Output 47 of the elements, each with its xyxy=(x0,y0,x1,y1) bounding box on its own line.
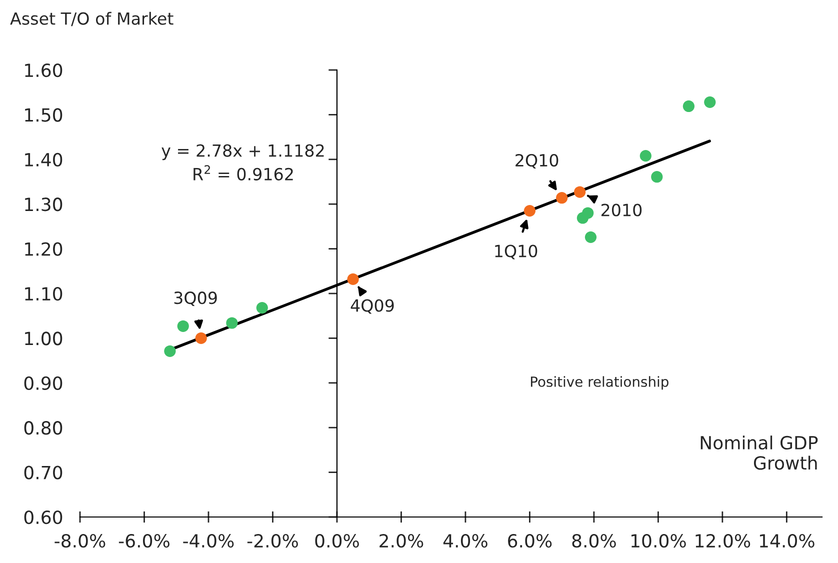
y-tick-label: 1.50 xyxy=(25,108,62,122)
y-tick-label: 0.60 xyxy=(24,510,62,524)
point xyxy=(556,192,568,204)
x-tick-label: -6.0% xyxy=(118,534,170,548)
point xyxy=(651,171,663,183)
x-tick-label: -2.0% xyxy=(247,534,298,548)
annotation: Positive relationship xyxy=(530,376,668,390)
y-tick-label: 1.40 xyxy=(25,152,62,167)
x-tick-label: -4.0% xyxy=(183,534,234,548)
point xyxy=(640,150,652,162)
x-tick-label: 6.0% xyxy=(508,534,552,548)
y-tick-label: 0.70 xyxy=(24,466,62,480)
y-tick-label: 1.20 xyxy=(25,242,62,256)
x-tick-label: 2.0% xyxy=(380,534,424,548)
point xyxy=(704,96,716,108)
y-tick-label: 1.00 xyxy=(25,332,62,346)
point xyxy=(524,204,536,217)
point xyxy=(347,273,359,286)
point xyxy=(582,207,594,219)
y-tick-label: 1.30 xyxy=(25,198,62,212)
x-tick-label: 10.0% xyxy=(631,534,686,548)
y-tick-label: 0.80 xyxy=(24,421,62,435)
y-axis-title: Asset T/O of Market xyxy=(10,12,174,26)
x-tick-label: 14.0% xyxy=(760,534,814,548)
annotation: 4Q09 xyxy=(350,299,394,314)
point xyxy=(195,332,207,344)
x-tick-label: 12.0% xyxy=(696,534,750,548)
x-tick-label: 0.0% xyxy=(315,534,359,548)
y-tick-label: 0.90 xyxy=(24,376,62,390)
y-tick-label: 1.60 xyxy=(25,63,62,78)
annotation: 2010 xyxy=(601,204,642,216)
point xyxy=(164,345,176,357)
point xyxy=(584,231,597,243)
y-tick-label: 1.10 xyxy=(25,286,62,301)
point xyxy=(682,100,695,112)
annotation: y = 2.78x + 1.1182 R$^{2}$ = 0.9162 xyxy=(162,144,324,180)
annotation: 2Q10 xyxy=(516,154,558,168)
annotation: 3Q09 xyxy=(174,292,217,306)
x-tick-label: 4.0% xyxy=(443,534,488,548)
annotation: 1Q10 xyxy=(495,244,538,260)
point xyxy=(177,320,189,332)
point xyxy=(226,317,238,329)
x-tick-label: 8.0% xyxy=(572,534,616,548)
x-tick-label: -8.0% xyxy=(54,534,106,548)
x-axis-title: Nominal GDP Growth xyxy=(700,436,818,470)
point xyxy=(256,302,268,314)
point xyxy=(574,186,586,198)
